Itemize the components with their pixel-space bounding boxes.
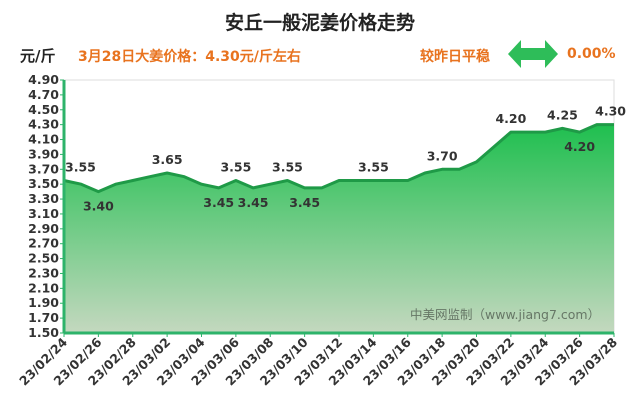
- data-label: 4.20: [495, 111, 526, 126]
- y-tick-label: 3.10: [28, 206, 59, 221]
- data-label: 4.30: [595, 104, 626, 119]
- data-label: 3.45: [289, 195, 320, 210]
- double-arrow-icon: [508, 40, 558, 68]
- y-tick-label: 3.90: [28, 146, 59, 161]
- data-label: 3.70: [427, 148, 458, 163]
- today-price-text: 3月28日大姜价格：4.30元/斤左右: [78, 49, 301, 65]
- data-label: 3.55: [220, 159, 251, 174]
- chart-title: 安丘一般泥姜价格走势: [224, 12, 415, 34]
- data-label: 3.55: [272, 159, 303, 174]
- y-tick-label: 4.70: [28, 87, 59, 102]
- data-label: 3.40: [83, 199, 114, 214]
- y-tick-label: 3.50: [28, 176, 59, 191]
- y-tick-label: 4.50: [28, 102, 59, 117]
- price-area: [64, 124, 614, 333]
- price-line: [63, 123, 614, 194]
- y-tick-label: 4.10: [28, 132, 59, 147]
- data-label: 3.55: [65, 159, 96, 174]
- unit-label: 元/斤: [20, 47, 56, 65]
- y-tick-label: 2.70: [28, 236, 59, 251]
- data-label: 3.45: [238, 195, 269, 210]
- data-label: 3.45: [203, 195, 234, 210]
- data-label: 3.65: [152, 152, 183, 167]
- y-tick-label: 4.90: [28, 72, 59, 87]
- y-tick-label: 2.10: [28, 280, 59, 295]
- y-tick-label: 2.30: [28, 265, 59, 280]
- data-label: 3.55: [358, 159, 389, 174]
- data-label: 4.20: [564, 139, 595, 154]
- data-label: 4.25: [547, 107, 578, 122]
- y-tick-label: 1.50: [28, 325, 59, 340]
- watermark: 中美网监制（www.jiang7.com）: [410, 307, 600, 322]
- y-tick-label: 3.30: [28, 191, 59, 206]
- y-tick-label: 4.30: [28, 117, 59, 132]
- y-tick-label: 1.70: [28, 310, 59, 325]
- y-tick-label: 3.70: [28, 161, 59, 176]
- compare-label: 较昨日平稳: [420, 49, 490, 65]
- y-tick-label: 2.90: [28, 221, 59, 236]
- y-tick-label: 1.90: [28, 295, 59, 310]
- change-value: 0.00%: [567, 46, 616, 62]
- y-tick-label: 2.50: [28, 251, 59, 266]
